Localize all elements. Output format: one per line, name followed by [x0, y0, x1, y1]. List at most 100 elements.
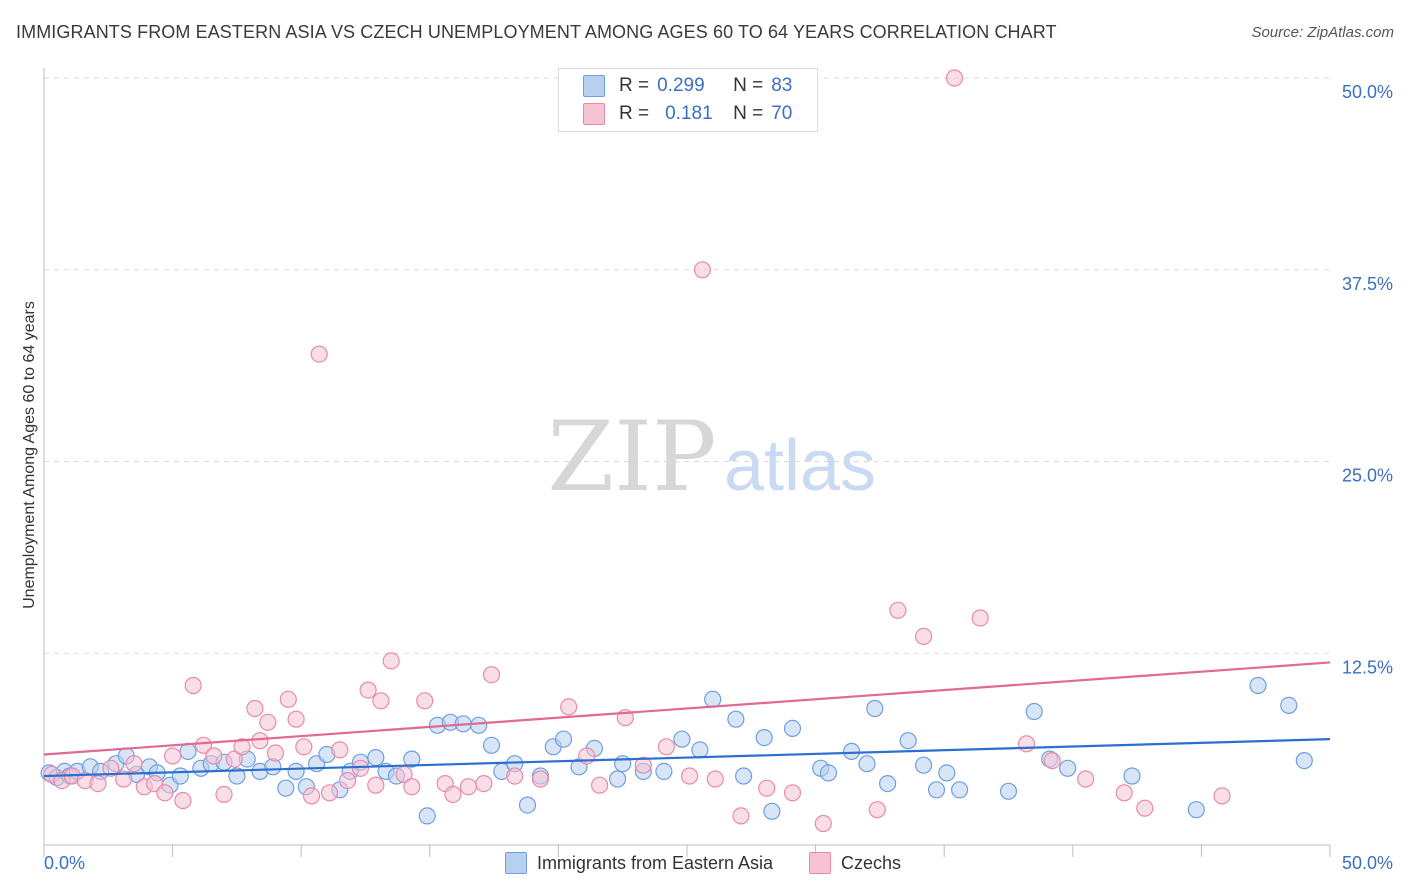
blue-point-23: [287, 762, 305, 781]
pink-point-4: [89, 774, 107, 793]
pink-point-41: [459, 778, 477, 796]
pink-point-31: [351, 759, 369, 777]
blue-point-53: [691, 741, 709, 759]
x-tick-label-0: 0.0%: [44, 853, 85, 873]
stats-legend: R = 0.299 N = 83 R = 0.181 N = 70: [558, 68, 818, 132]
pink-point-12: [174, 791, 192, 810]
blue-point-69: [938, 764, 956, 782]
stats-row-pink: R = 0.181 N = 70: [583, 103, 793, 125]
n-value-pink: 70: [771, 103, 793, 124]
legend-pink-label: Czechs: [841, 852, 902, 873]
pink-point-69: [1213, 787, 1231, 805]
pink-point-16: [215, 785, 233, 804]
legend-blue-label: Immigrants from Eastern Asia: [536, 852, 774, 873]
pink-point-48: [590, 776, 609, 794]
pink-point-7: [125, 755, 143, 773]
pink-point-29: [331, 741, 349, 759]
pink-point-40: [444, 785, 462, 804]
blue-point-72: [1025, 702, 1043, 721]
axes: [43, 68, 1331, 857]
blue-point-39: [482, 736, 501, 754]
legend-item-blue[interactable]: Immigrants from Eastern Asia: [504, 852, 774, 874]
pink-point-65: [1043, 751, 1061, 770]
blue-point-51: [655, 762, 673, 781]
gridlines: [44, 77, 1332, 654]
blue-point-58: [763, 802, 781, 820]
r-label-pink: R =: [619, 103, 650, 124]
pink-point-10: [156, 784, 174, 802]
pink-point-27: [310, 345, 328, 363]
watermark-zip: ZIP: [547, 401, 716, 513]
blue-point-59: [783, 719, 802, 738]
pink-point-52: [680, 767, 699, 785]
y-tick-label-3: 50.0%: [1342, 82, 1393, 102]
chart-title: IMMIGRANTS FROM EASTERN ASIA VS CZECH UN…: [16, 22, 1057, 42]
blue-point-49: [614, 755, 632, 773]
r-value-blue: 0.299: [657, 75, 705, 96]
blue-point-45: [554, 730, 573, 748]
legend-item-pink[interactable]: Czechs: [809, 852, 901, 874]
trend-lines: [43, 661, 1331, 778]
blue-point-79: [1295, 751, 1313, 770]
pink-point-58: [814, 814, 832, 833]
blue-point-38: [470, 716, 488, 734]
pink-point-63: [971, 609, 989, 627]
pink-point-15: [205, 747, 223, 765]
pink-point-21: [259, 713, 277, 731]
pink-point-28: [320, 784, 339, 802]
pink-point-33: [367, 776, 385, 794]
blue-point-57: [755, 728, 773, 747]
pink-point-26: [302, 787, 321, 805]
series-pink-points: [43, 69, 1231, 833]
pink-point-19: [246, 699, 264, 718]
blue-point-13: [171, 767, 189, 785]
blue-point-71: [999, 782, 1018, 800]
blue-point-75: [1123, 767, 1141, 785]
legend-pink-swatch: [809, 852, 832, 874]
blue-trend-line: [43, 738, 1331, 778]
pink-point-44: [506, 767, 524, 785]
pink-point-42: [475, 774, 493, 793]
pink-point-54: [706, 770, 724, 788]
pink-point-13: [184, 676, 202, 695]
pink-point-55: [732, 807, 750, 825]
legend-blue-swatch: [504, 852, 527, 874]
pink-point-37: [403, 778, 421, 796]
blue-point-34: [418, 807, 436, 825]
pink-point-62: [945, 69, 964, 87]
tick-labels: 12.5% 25.0% 37.5% 50.0% 0.0% 50.0%: [44, 82, 1393, 873]
pink-point-60: [889, 601, 907, 619]
pink-point-59: [868, 801, 886, 819]
pink-point-25: [295, 738, 313, 756]
pink-point-43: [482, 666, 501, 684]
blue-point-68: [927, 781, 946, 799]
n-value-blue: 83: [771, 75, 793, 96]
y-tick-label-0: 12.5%: [1342, 657, 1393, 677]
pink-point-56: [758, 779, 776, 797]
blue-point-78: [1280, 696, 1298, 715]
r-label-blue: R =: [619, 75, 650, 96]
watermark-atlas: atlas: [724, 426, 876, 506]
blue-point-52: [673, 730, 691, 748]
pink-point-68: [1136, 799, 1154, 817]
pink-point-45: [531, 770, 550, 788]
blue-point-62: [842, 742, 861, 761]
blue-point-64: [866, 699, 884, 718]
source-label: Source: ZipAtlas.com: [1251, 24, 1394, 41]
pink-point-5: [102, 759, 120, 777]
blue-point-76: [1187, 801, 1205, 819]
pink-point-20: [251, 732, 269, 750]
pink-point-35: [382, 652, 400, 670]
pink-point-61: [914, 627, 933, 646]
pink-point-18: [233, 738, 251, 756]
blue-point-14: [179, 742, 197, 761]
pink-point-22: [266, 744, 285, 762]
pink-point-50: [634, 756, 652, 774]
bottom-legend: Immigrants from Eastern Asia Czechs: [0, 852, 1406, 874]
pink-point-24: [287, 710, 305, 728]
blue-point-33: [403, 750, 421, 768]
watermark: ZIP atlas: [547, 401, 876, 513]
blue-point-18: [228, 767, 246, 785]
pink-swatch: [583, 103, 605, 125]
pink-point-46: [560, 698, 578, 716]
